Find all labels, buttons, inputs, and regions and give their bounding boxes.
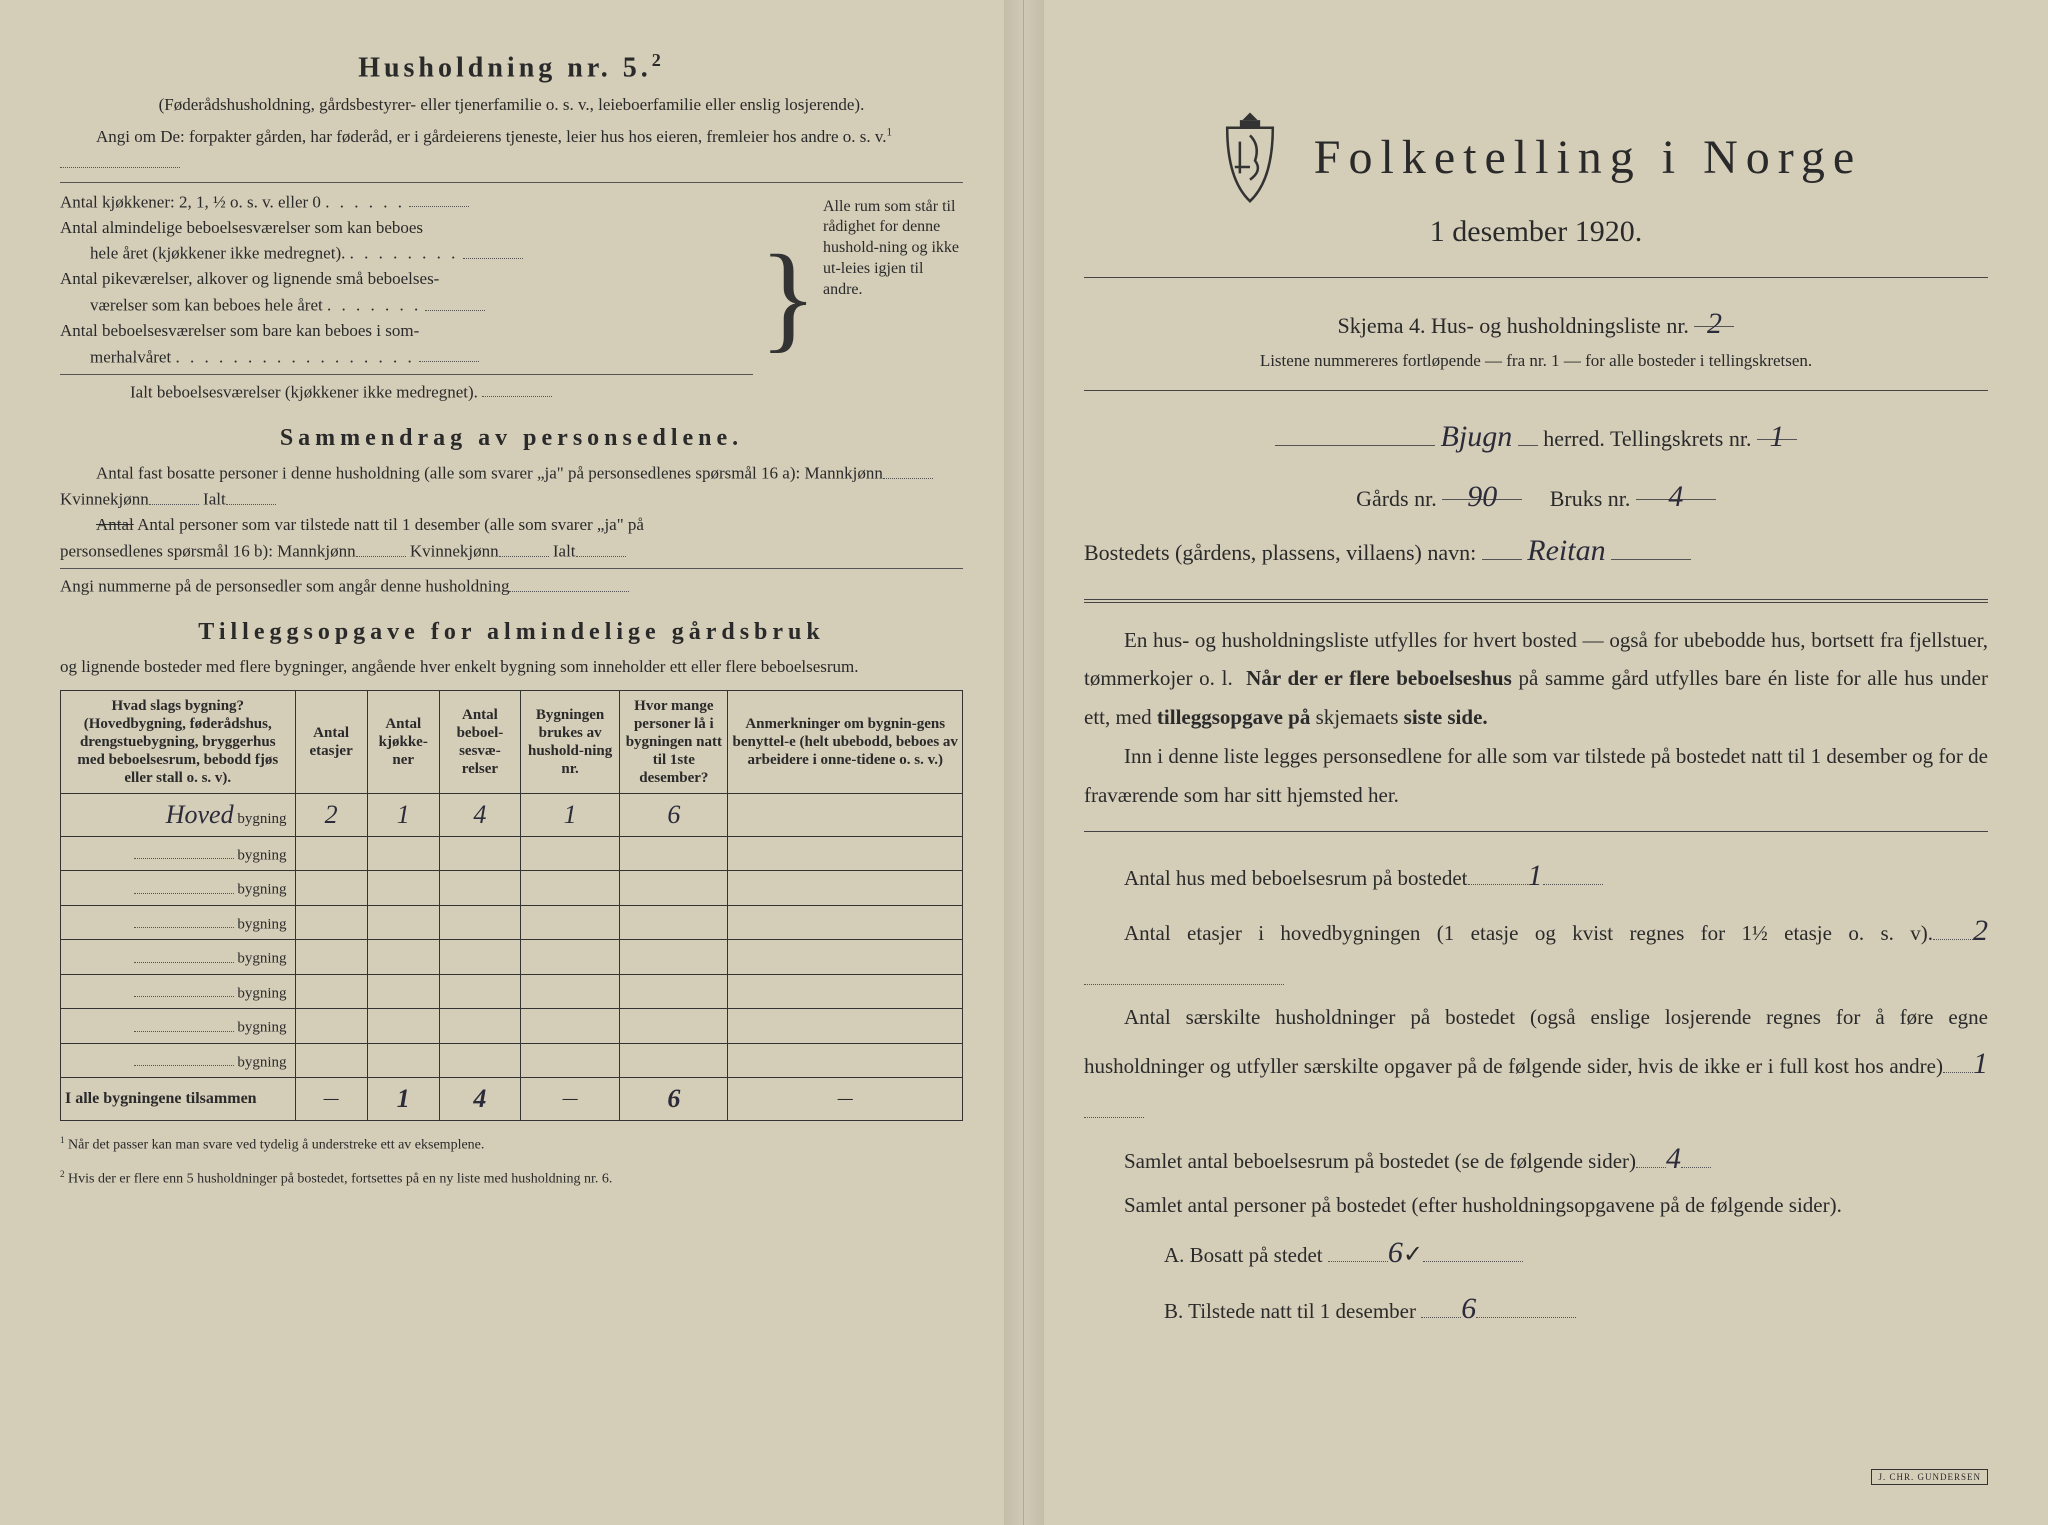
sub1: (Føderådshusholdning, gårdsbestyrer- ell… xyxy=(60,92,963,118)
bosted-value: Reitan xyxy=(1527,534,1605,567)
room-questions-block: Antal kjøkkener: 2, 1, ½ o. s. v. eller … xyxy=(60,189,963,405)
table-row: bygning xyxy=(61,871,963,906)
herred-value: Bjugn xyxy=(1441,420,1513,453)
q3-row: Antal pikeværelser, alkover og lignende … xyxy=(60,266,753,292)
total-cell: 6 xyxy=(667,1084,680,1113)
cell-val: 1 xyxy=(564,800,577,829)
para2: Inn i denne liste legges personsedlene f… xyxy=(1084,737,1988,815)
right-page: Folketelling i Norge 1 desember 1920. Sk… xyxy=(1024,0,2048,1525)
qa-line: A. Bosatt på stedet 6✓ xyxy=(1084,1225,1988,1281)
skjema-line: Skjema 4. Hus- og husholdningsliste nr. … xyxy=(1084,294,1988,348)
sam2: Antal Antal personer som var tilstede na… xyxy=(60,512,963,538)
q5-row: Ialt beboelsesværelser (kjøkkener ikke m… xyxy=(60,379,753,405)
tillegg-title: Tilleggsopgave for almindelige gårdsbruk xyxy=(60,619,963,646)
q-hush-value: 1 xyxy=(1973,1047,1988,1080)
th-anm: Anmerkninger om bygnin-gens benyttel-e (… xyxy=(728,690,963,793)
table-row: bygning xyxy=(61,1009,963,1044)
heading-text: Husholdning nr. 5. xyxy=(358,52,652,83)
title-line: Folketelling i Norge xyxy=(1084,110,1988,205)
table-header-row: Hvad slags bygning? (Hovedbygning, føder… xyxy=(61,690,963,793)
gard-value: 90 xyxy=(1442,467,1522,500)
sam3: Angi nummerne på de personsedler som ang… xyxy=(60,573,963,599)
footnote1: 1 Når det passer kan man svare ved tydel… xyxy=(60,1135,963,1155)
footnote2: 2 Hvis der er flere enn 5 husholdninger … xyxy=(60,1169,963,1189)
table-row: Hoved bygning 2 1 4 1 6 xyxy=(61,793,963,836)
qb-line: B. Tilstede natt til 1 desember 6 xyxy=(1084,1281,1988,1337)
th-etasjer: Antal etasjer xyxy=(295,690,367,793)
building-table: Hvad slags bygning? (Hovedbygning, føder… xyxy=(60,690,963,1122)
brace-text: Alle rum som står til rådighet for denne… xyxy=(823,189,963,405)
th-kjokken: Antal kjøkke-ner xyxy=(367,690,439,793)
crest-icon xyxy=(1210,110,1290,205)
q1-row: Antal kjøkkener: 2, 1, ½ o. s. v. eller … xyxy=(60,189,753,215)
q-pers: Samlet antal personer på bostedet (efter… xyxy=(1084,1186,1988,1225)
qa-value: 6 xyxy=(1388,1236,1403,1269)
main-title: Folketelling i Norge xyxy=(1314,130,1862,185)
total-cell: — xyxy=(295,1078,367,1121)
table-total-row: I alle bygningene tilsammen — 1 4 — 6 — xyxy=(61,1078,963,1121)
cell-val: 1 xyxy=(397,800,410,829)
cell-val: 2 xyxy=(325,800,338,829)
tillegg-sub: og lignende bosteder med flere bygninger… xyxy=(60,654,963,680)
listene: Listene nummereres fortløpende — fra nr.… xyxy=(1084,348,1988,374)
husholdning-heading: Husholdning nr. 5.2 xyxy=(60,50,963,84)
total-label: I alle bygningene tilsammen xyxy=(61,1078,296,1121)
hw-hoved: Hoved xyxy=(166,800,234,829)
q-hus: Antal hus med beboelsesrum på bostedet1 xyxy=(1084,848,1988,904)
q-et-value: 2 xyxy=(1973,914,1988,947)
bruk-value: 4 xyxy=(1636,467,1716,500)
cell-empty xyxy=(728,793,963,836)
gard-line: Gårds nr. 90 Bruks nr. 4 xyxy=(1084,467,1988,521)
bosted-line: Bostedets (gårdens, plassens, villaens) … xyxy=(1084,521,1988,581)
q-hush: Antal særskilte husholdninger på bostede… xyxy=(1084,998,1988,1131)
th-brukes: Bygningen brukes av hushold-ning nr. xyxy=(521,690,620,793)
krets-value: 1 xyxy=(1757,407,1797,440)
heading-sup: 2 xyxy=(652,50,665,70)
subtitle-date: 1 desember 1920. xyxy=(1084,215,1988,249)
th-personer: Hvor mange personer lå i bygningen natt … xyxy=(620,690,728,793)
th-type: Hvad slags bygning? (Hovedbygning, føder… xyxy=(61,690,296,793)
sammendrag-title: Sammendrag av personsedlene. xyxy=(60,425,963,452)
q2-row: Antal almindelige beboelsesværelser som … xyxy=(60,215,753,241)
total-cell: — xyxy=(521,1078,620,1121)
para1: En hus- og husholdningsliste utfylles fo… xyxy=(1084,621,1988,738)
q-rum-value: 4 xyxy=(1666,1142,1681,1175)
herred-line: Bjugn herred. Tellingskrets nr. 1 xyxy=(1084,407,1988,467)
sam1: Antal fast bosatte personer i denne hush… xyxy=(60,460,963,512)
q-et: Antal etasjer i hovedbygningen (1 etasje… xyxy=(1084,903,1988,997)
cell-val: 6 xyxy=(667,800,680,829)
table-row: bygning xyxy=(61,905,963,940)
table-row: bygning xyxy=(61,836,963,871)
cell-val: 4 xyxy=(473,800,486,829)
table-row: bygning xyxy=(61,974,963,1009)
q4-row: Antal beboelsesværelser som bare kan beb… xyxy=(60,318,753,344)
skjema-value: 2 xyxy=(1694,294,1734,327)
sub2: Angi om De: forpakter gården, har føderå… xyxy=(60,124,963,176)
left-page: Husholdning nr. 5.2 (Føderådshusholdning… xyxy=(0,0,1024,1525)
th-beboelse: Antal beboel-sesvæ-relser xyxy=(439,690,520,793)
table-row: bygning xyxy=(61,1043,963,1078)
qb-value: 6 xyxy=(1461,1292,1476,1325)
brace-icon: } xyxy=(753,243,823,351)
total-cell: 1 xyxy=(397,1084,410,1113)
printer-stamp: J. CHR. GUNDERSEN xyxy=(1871,1469,1988,1485)
q-hus-value: 1 xyxy=(1528,859,1543,892)
q-rum: Samlet antal beboelsesrum på bostedet (s… xyxy=(1084,1131,1988,1187)
total-cell: — xyxy=(728,1078,963,1121)
total-cell: 4 xyxy=(473,1084,486,1113)
table-row: bygning xyxy=(61,940,963,975)
